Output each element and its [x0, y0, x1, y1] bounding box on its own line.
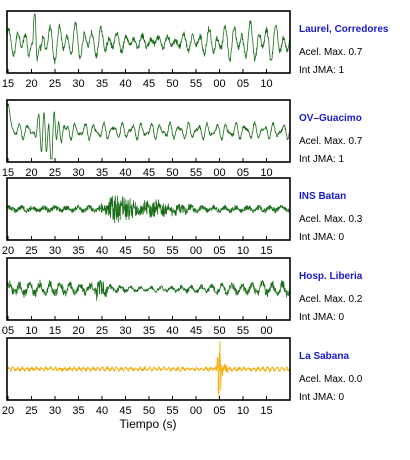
- tick-label: 50: [166, 167, 178, 179]
- tick-label: 30: [49, 245, 61, 257]
- tick-label: 55: [190, 167, 202, 179]
- tick-label: 15: [2, 78, 14, 90]
- tick-label: 20: [72, 325, 84, 337]
- tick-label: 45: [119, 405, 131, 417]
- tick-label: 45: [143, 167, 155, 179]
- max-accel-label: Acel. Max. 0.7: [299, 136, 363, 147]
- tick-label: 55: [190, 78, 202, 90]
- x-axis-label: Tiempo (s): [120, 417, 177, 431]
- max-accel-label: Acel. Max. 0.7: [299, 47, 363, 58]
- tick-label: 50: [143, 245, 155, 257]
- tick-label: 00: [190, 405, 202, 417]
- max-accel-label: Acel. Max. 0.2: [299, 294, 363, 305]
- tick-label: 15: [49, 325, 61, 337]
- panel-5: 20 25 30 35 40 45 50 55 00 05 10 15 La Sabana Acel. M…: [2, 337, 363, 417]
- tick-label: 05: [2, 325, 14, 337]
- tick-label: 15: [260, 245, 272, 257]
- tick-label: 30: [119, 325, 131, 337]
- tick-label: 15: [260, 405, 272, 417]
- tick-label: 50: [143, 405, 155, 417]
- trace-line: [6, 195, 291, 223]
- tick-label: 45: [143, 78, 155, 90]
- station-name: INS Batan: [299, 191, 346, 202]
- tick-label: 10: [237, 245, 249, 257]
- tick-label: 55: [237, 325, 249, 337]
- tick-label: 50: [213, 325, 225, 337]
- tick-label: 25: [49, 167, 61, 179]
- tick-label: 45: [119, 245, 131, 257]
- tick-label: 25: [25, 245, 37, 257]
- tick-label: 20: [2, 245, 14, 257]
- jma-intensity-label: Int JMA: 1: [299, 154, 344, 165]
- tick-label: 55: [166, 245, 178, 257]
- tick-label: 35: [72, 245, 84, 257]
- tick-label: 30: [49, 405, 61, 417]
- tick-label: 30: [72, 167, 84, 179]
- tick-label: 20: [25, 78, 37, 90]
- jma-intensity-label: Int JMA: 0: [299, 392, 344, 403]
- tick-label: 10: [260, 78, 272, 90]
- tick-label: 25: [25, 405, 37, 417]
- trace-line: [6, 279, 291, 301]
- tick-label: 40: [96, 245, 108, 257]
- tick-label: 35: [96, 78, 108, 90]
- tick-label: 30: [72, 78, 84, 90]
- panel-3: 20 25 30 35 40 45 50 55 00 05 10 15 INS Batan Acel. M…: [2, 177, 363, 257]
- tick-label: 15: [2, 167, 14, 179]
- station-name: OV–Guacimo: [299, 113, 362, 124]
- tick-label: 40: [166, 325, 178, 337]
- tick-label: 05: [213, 405, 225, 417]
- tick-label: 25: [49, 78, 61, 90]
- max-accel-label: Acel. Max. 0.0: [299, 374, 363, 385]
- tick-label: 10: [237, 405, 249, 417]
- tick-label: 35: [72, 405, 84, 417]
- tick-label: 10: [260, 167, 272, 179]
- max-accel-label: Acel. Max. 0.3: [299, 214, 363, 225]
- tick-label: 55: [166, 405, 178, 417]
- tick-label: 40: [119, 78, 131, 90]
- tick-label: 00: [213, 167, 225, 179]
- tick-label: 00: [213, 78, 225, 90]
- tick-label: 40: [119, 167, 131, 179]
- jma-intensity-label: Int JMA: 0: [299, 312, 344, 323]
- tick-label: 35: [143, 325, 155, 337]
- trace-line: [6, 13, 291, 65]
- tick-label: 20: [2, 405, 14, 417]
- trace-line: [6, 340, 291, 398]
- tick-label: 05: [213, 245, 225, 257]
- tick-label: 00: [190, 245, 202, 257]
- tick-label: 45: [190, 325, 202, 337]
- tick-label: 00: [260, 325, 272, 337]
- tick-label: 10: [25, 325, 37, 337]
- tick-label: 35: [96, 167, 108, 179]
- tick-label: 25: [96, 325, 108, 337]
- jma-intensity-label: Int JMA: 1: [299, 65, 344, 76]
- panel-2: 15 20 25 30 35 40 45 50 55 00 05 10 OV–Guacimo Acel. …: [2, 99, 363, 179]
- station-name: Hosp. Liberia: [299, 271, 363, 282]
- trace-line: [6, 103, 291, 160]
- station-name: La Sabana: [299, 351, 349, 362]
- panel-1: 15 20 25 30 35 40 45 50 55 00 05 10 Laurel, Corredor…: [2, 10, 389, 90]
- tick-label: 05: [237, 78, 249, 90]
- station-name: Laurel, Corredores: [299, 24, 389, 35]
- tick-label: 05: [237, 167, 249, 179]
- panel-4: 05 10 15 20 25 30 35 40 45 50 55 00 Hosp. Liberia Ace…: [2, 257, 363, 337]
- tick-label: 40: [96, 405, 108, 417]
- tick-label: 20: [25, 167, 37, 179]
- jma-intensity-label: Int JMA: 0: [299, 232, 344, 243]
- tick-label: 50: [166, 78, 178, 90]
